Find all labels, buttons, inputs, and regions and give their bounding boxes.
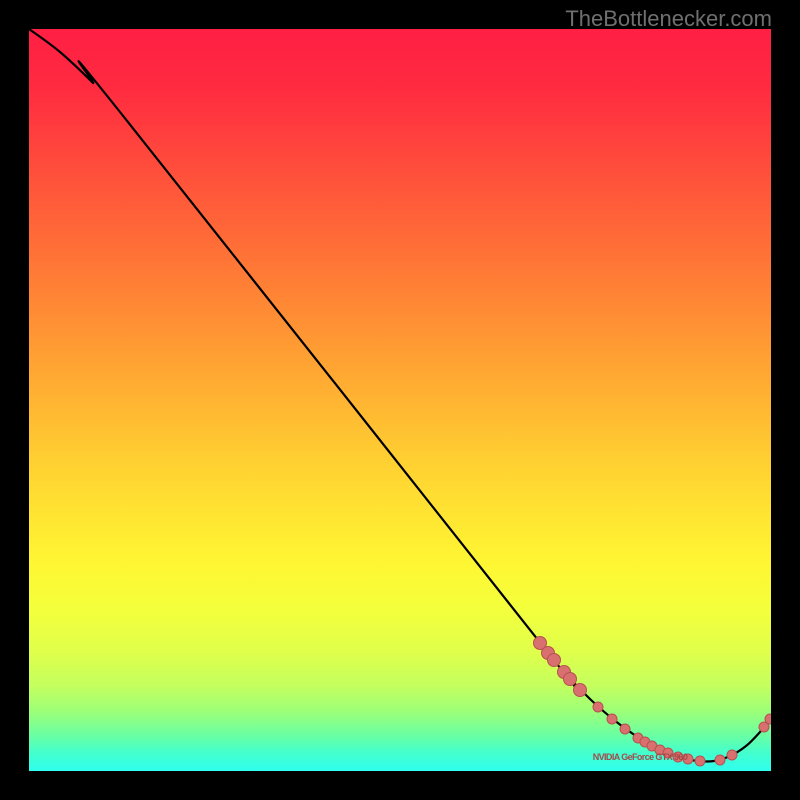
bottleneck-chart: NVIDIA GeForce GTX 960 TheBottlenecker.c… (0, 0, 800, 800)
plot-background (29, 29, 771, 771)
watermark-text: TheBottlenecker.com (565, 6, 772, 32)
data-marker (620, 724, 630, 734)
data-marker (593, 702, 603, 712)
data-marker (548, 654, 561, 667)
data-marker (765, 714, 775, 724)
data-marker (564, 673, 577, 686)
chart-svg: NVIDIA GeForce GTX 960 (0, 0, 800, 800)
series-label: NVIDIA GeForce GTX 960 (593, 752, 688, 762)
data-marker (715, 755, 725, 765)
data-marker (695, 756, 705, 766)
data-marker (607, 714, 617, 724)
data-marker (727, 750, 737, 760)
data-marker (574, 684, 587, 697)
